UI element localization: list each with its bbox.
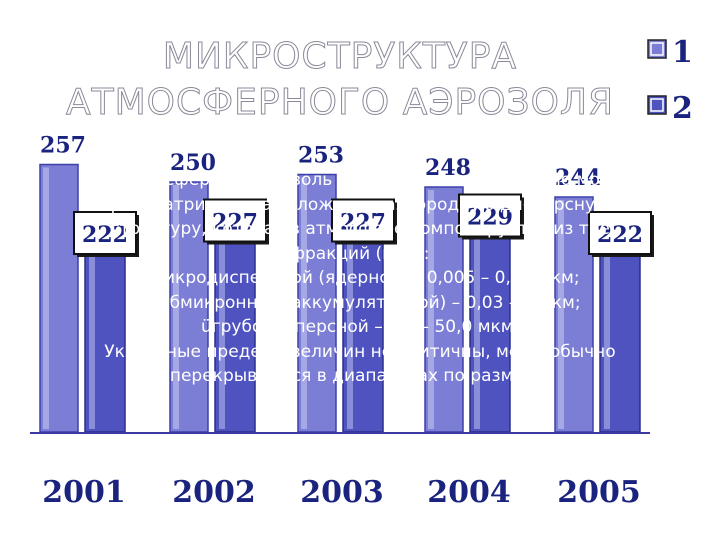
paragraph-line: перекрываются в диапазонах по размеру. [169, 366, 551, 386]
legend-swatch [647, 39, 667, 59]
paragraph-line: Указанные пределы величин не критичны, м… [104, 341, 616, 362]
legend: 12 [647, 35, 693, 126]
x-tick-label: 2004 [427, 475, 511, 510]
paragraph-line: структуру, которая в атмосфере компониру… [110, 219, 610, 239]
paragraph-text: Атмосферный аэрозоль атмосферного воздух… [40, 168, 680, 389]
bar-label-series-2: 227 [340, 210, 386, 236]
legend-label: 2 [672, 91, 693, 126]
bar-label-series-2: 222 [597, 222, 643, 248]
bullet-line: üгрубодисперсной – 1,0 – 50,0 мкм. [200, 317, 520, 337]
bar-highlight [347, 242, 353, 429]
legend-swatch [647, 95, 667, 115]
x-axis: 2001 2002 2003 2004 2005 [30, 432, 650, 510]
bullet-line: üсубмикронной (аккумулятивной) – 0,03 – … [139, 292, 581, 313]
bar-label-series-2: 229 [467, 205, 513, 231]
label-box [73, 211, 137, 255]
label-box [458, 193, 522, 238]
bar-highlight [173, 185, 179, 429]
bar-highlight [604, 255, 610, 429]
label-box [588, 211, 652, 255]
x-tick-label: 2001 [42, 475, 126, 510]
bar-label-series-1: 250 [170, 150, 216, 176]
label-box [203, 198, 267, 243]
legend-swatch-inner [650, 42, 664, 56]
legend-label: 1 [672, 35, 693, 70]
x-tick-label: 2002 [172, 475, 256, 510]
bar-label-series-2: 222 [82, 222, 128, 248]
paragraph-line: фракций (мод): [290, 243, 430, 264]
bullet-line: üмикродисперсной (ядерной) – 0,005 – 0,0… [140, 268, 580, 288]
bar-label-series-2: 227 [212, 210, 258, 236]
bar-highlight [474, 237, 480, 429]
bar-label-series-1: 244 [555, 165, 601, 191]
slide-title-line-2: АТМОСФЕРНОГО АЭРОЗОЛЯ [65, 82, 615, 124]
bars-layer: 257 222 250 227 253 227 248 229 244 222 [39, 133, 654, 433]
x-tick-label: 2003 [300, 475, 384, 510]
bar-highlight [428, 190, 434, 429]
bar-label-series-1: 257 [40, 133, 86, 159]
bar-highlight [219, 242, 225, 429]
slide-title-line-1: МИКРОСТРУКТУРА [162, 36, 518, 78]
paragraph-line: Атмосферный аэрозоль атмосферного воздух… [120, 170, 600, 190]
bar-highlight [89, 255, 95, 429]
legend-swatch-inner [650, 98, 664, 112]
label-box [331, 198, 395, 243]
bar-label-series-1: 248 [425, 155, 471, 181]
bar-highlight [301, 177, 307, 429]
bar-label-series-1: 253 [298, 143, 344, 169]
x-tick-label: 2005 [557, 475, 641, 510]
bar-highlight [43, 167, 49, 429]
bar-highlight [558, 200, 564, 429]
paragraph-line: рассматривать как сложную разнородную ди… [110, 194, 610, 215]
